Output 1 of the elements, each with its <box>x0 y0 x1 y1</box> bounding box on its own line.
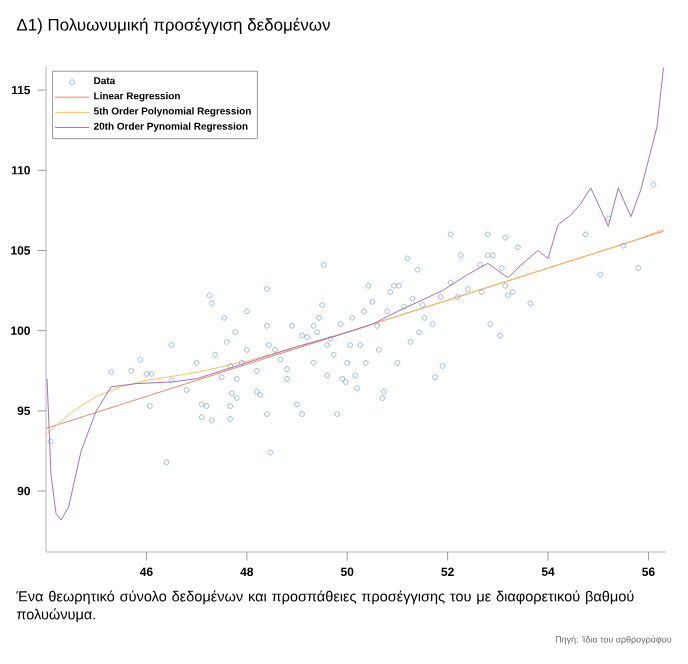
chart-title: Δ1) Πολυωνυμική προσέγγιση δεδομένων <box>16 17 330 35</box>
